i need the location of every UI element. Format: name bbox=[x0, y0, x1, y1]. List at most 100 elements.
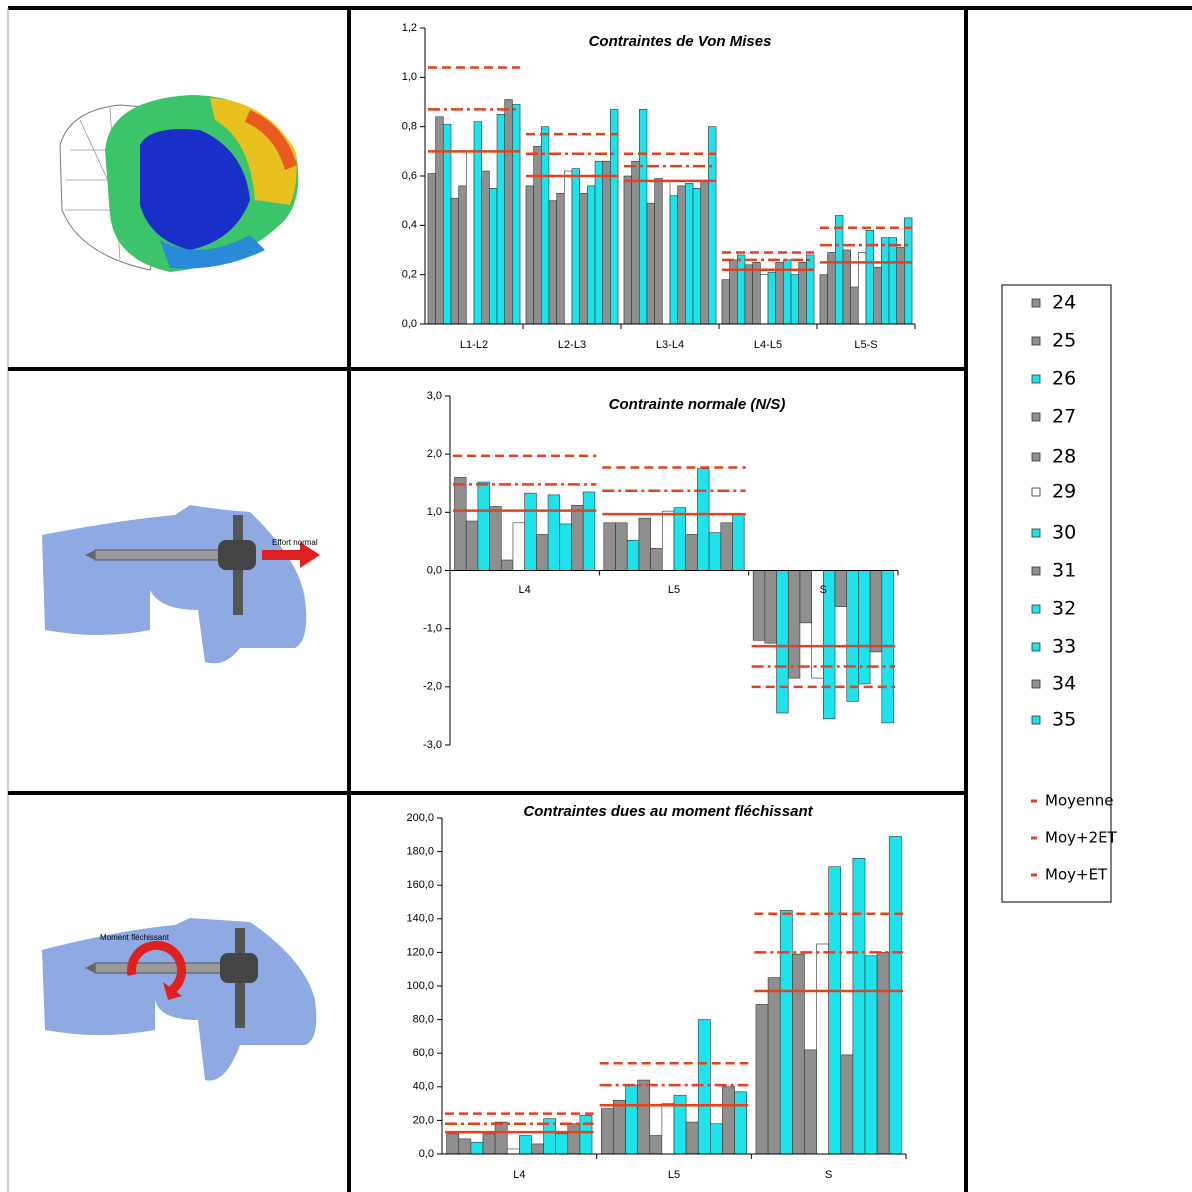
bar bbox=[828, 866, 842, 1155]
x-tick-label: L4 bbox=[519, 584, 531, 596]
legend-label: Moyenne bbox=[1045, 792, 1113, 810]
bar bbox=[477, 481, 490, 571]
bar bbox=[736, 254, 746, 325]
legend-label: 34 bbox=[1052, 673, 1076, 695]
bar bbox=[654, 178, 663, 325]
legend-label: 25 bbox=[1052, 330, 1076, 352]
bar bbox=[720, 522, 733, 571]
bar bbox=[626, 539, 640, 571]
y-tick-label: 1,2 bbox=[402, 22, 417, 34]
x-tick-label: L2-L3 bbox=[558, 339, 586, 351]
y-tick-label: 0,0 bbox=[402, 318, 417, 330]
bar bbox=[567, 1123, 581, 1155]
bar bbox=[579, 192, 588, 325]
bar bbox=[525, 185, 534, 325]
y-tick-label: 1,0 bbox=[427, 506, 442, 518]
y-tick-label: 3,0 bbox=[427, 390, 442, 402]
bar bbox=[427, 173, 436, 325]
legend-swatch bbox=[1031, 412, 1041, 422]
bar bbox=[685, 534, 698, 571]
bar bbox=[638, 109, 648, 325]
bar bbox=[506, 1148, 520, 1155]
bar bbox=[496, 114, 506, 325]
bar bbox=[806, 254, 815, 325]
bar bbox=[708, 126, 717, 325]
bar bbox=[881, 237, 890, 325]
bar bbox=[798, 262, 807, 325]
y-tick-label: 60,0 bbox=[413, 1047, 434, 1059]
bar bbox=[732, 513, 745, 571]
legend-label: 33 bbox=[1052, 636, 1076, 658]
y-tick-label: 1,0 bbox=[402, 71, 417, 83]
bar bbox=[623, 175, 632, 325]
x-tick-label: L4-L5 bbox=[754, 339, 782, 351]
legend-box bbox=[1001, 284, 1112, 903]
bar bbox=[489, 506, 502, 571]
bar bbox=[876, 952, 890, 1155]
bar bbox=[850, 286, 859, 325]
bar bbox=[722, 1086, 735, 1155]
bar bbox=[547, 494, 561, 571]
bar bbox=[482, 1133, 496, 1155]
bar bbox=[864, 955, 878, 1155]
bar bbox=[752, 570, 766, 641]
bar bbox=[610, 109, 619, 325]
figure-label: Effort normal bbox=[272, 538, 318, 547]
bar bbox=[442, 123, 452, 325]
legend-swatch bbox=[1031, 374, 1041, 384]
y-tick-label: 160,0 bbox=[406, 879, 434, 891]
bar bbox=[631, 160, 640, 325]
chart-title: Contraintes de Von Mises bbox=[589, 33, 772, 50]
bar bbox=[649, 1135, 663, 1155]
bar bbox=[775, 262, 784, 325]
bar bbox=[638, 517, 651, 571]
bar bbox=[755, 1004, 769, 1155]
bar bbox=[602, 160, 611, 325]
bar bbox=[661, 1103, 675, 1155]
bar bbox=[601, 1108, 614, 1155]
y-tick-label: 80,0 bbox=[413, 1014, 434, 1026]
bar bbox=[458, 185, 467, 325]
x-tick-label: S bbox=[825, 1169, 832, 1181]
screw-normal-image: Effort normal bbox=[42, 505, 320, 664]
bar bbox=[888, 237, 898, 325]
y-tick-label: -2,0 bbox=[423, 681, 442, 693]
bar bbox=[637, 1079, 651, 1155]
bar bbox=[834, 215, 844, 325]
bar bbox=[840, 1054, 854, 1155]
legend-swatch bbox=[1031, 642, 1041, 652]
bar bbox=[734, 1091, 747, 1155]
bar bbox=[470, 1141, 484, 1155]
bar bbox=[673, 507, 686, 571]
y-tick-label: 0,6 bbox=[402, 170, 417, 182]
legend-label: 26 bbox=[1052, 368, 1076, 390]
y-tick-label: 180,0 bbox=[406, 846, 434, 858]
bar bbox=[790, 274, 800, 325]
bar bbox=[888, 836, 902, 1155]
bar bbox=[594, 160, 604, 325]
bar bbox=[662, 510, 675, 571]
bar bbox=[760, 274, 769, 325]
bar bbox=[779, 910, 793, 1155]
bar bbox=[669, 195, 678, 325]
bar bbox=[489, 188, 498, 325]
y-tick-label: 0,0 bbox=[427, 564, 442, 576]
bar bbox=[819, 274, 828, 325]
x-tick-label: L3-L4 bbox=[656, 339, 684, 351]
legend-swatch bbox=[1031, 604, 1041, 614]
bar bbox=[685, 1121, 699, 1155]
bar bbox=[603, 522, 616, 571]
x-tick-label: S bbox=[820, 584, 827, 596]
bar bbox=[721, 279, 730, 325]
bar bbox=[559, 523, 572, 571]
bar bbox=[767, 977, 781, 1155]
y-tick-label: 0,8 bbox=[402, 121, 417, 133]
bar bbox=[650, 548, 663, 571]
bar bbox=[764, 570, 777, 644]
bar bbox=[869, 570, 883, 653]
bar bbox=[556, 192, 565, 325]
y-tick-label: 140,0 bbox=[406, 913, 434, 925]
legend-label: 27 bbox=[1052, 406, 1076, 428]
legend-label: 31 bbox=[1052, 560, 1076, 582]
